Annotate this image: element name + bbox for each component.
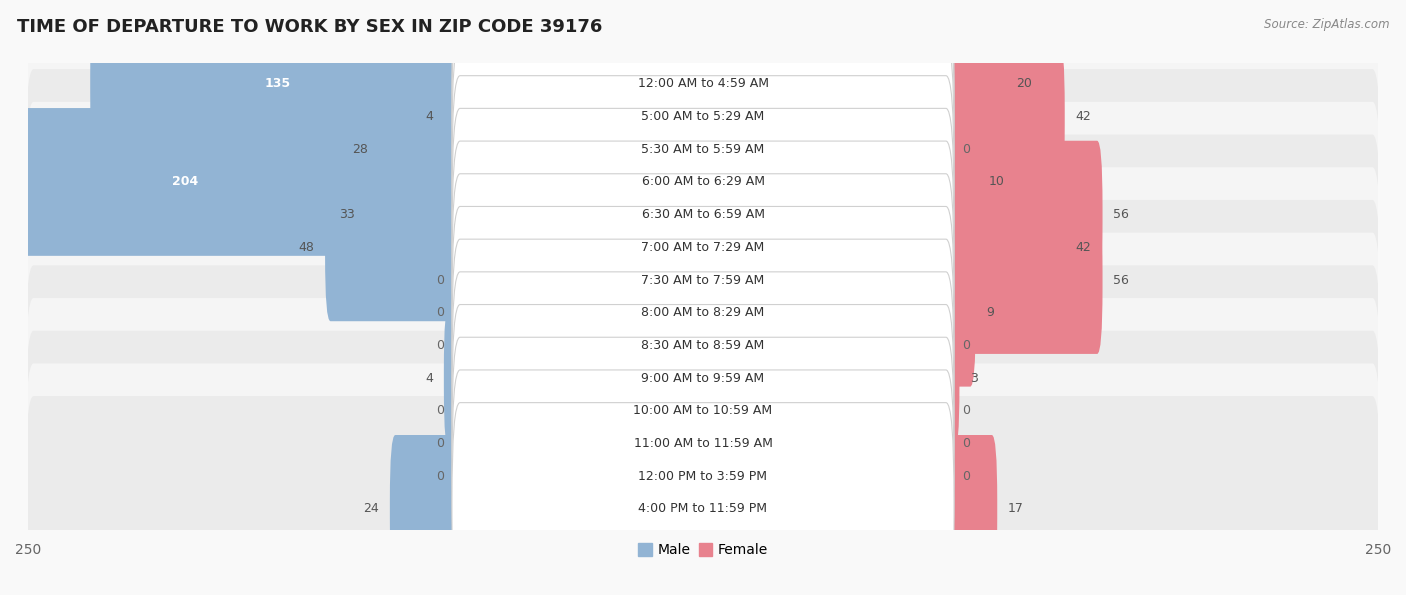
Legend: Male, Female: Male, Female	[633, 538, 773, 563]
Text: 42: 42	[1076, 110, 1091, 123]
FancyBboxPatch shape	[25, 298, 1381, 524]
Text: 0: 0	[436, 405, 444, 417]
Text: 48: 48	[298, 241, 315, 254]
Text: 17: 17	[1008, 502, 1024, 515]
FancyBboxPatch shape	[25, 36, 1381, 262]
Text: 0: 0	[436, 274, 444, 287]
FancyBboxPatch shape	[941, 206, 1102, 354]
Text: 204: 204	[172, 176, 198, 189]
FancyBboxPatch shape	[941, 10, 1005, 158]
Text: 20: 20	[1017, 77, 1032, 90]
Text: 6:30 AM to 6:59 AM: 6:30 AM to 6:59 AM	[641, 208, 765, 221]
FancyBboxPatch shape	[451, 337, 955, 550]
FancyBboxPatch shape	[451, 141, 955, 353]
Text: 56: 56	[1114, 208, 1129, 221]
Text: 135: 135	[264, 77, 291, 90]
FancyBboxPatch shape	[451, 108, 955, 321]
FancyBboxPatch shape	[380, 76, 465, 223]
FancyBboxPatch shape	[451, 206, 955, 419]
FancyBboxPatch shape	[389, 435, 465, 583]
Text: 0: 0	[436, 306, 444, 320]
FancyBboxPatch shape	[451, 43, 955, 255]
Text: 0: 0	[962, 405, 970, 417]
Text: 11:00 AM to 11:59 AM: 11:00 AM to 11:59 AM	[634, 437, 772, 450]
FancyBboxPatch shape	[444, 304, 465, 452]
Text: Source: ZipAtlas.com: Source: ZipAtlas.com	[1264, 18, 1389, 31]
FancyBboxPatch shape	[90, 10, 465, 158]
FancyBboxPatch shape	[451, 403, 955, 595]
Text: 0: 0	[962, 143, 970, 156]
FancyBboxPatch shape	[25, 0, 1381, 197]
FancyBboxPatch shape	[451, 370, 955, 583]
Text: 12:00 PM to 3:59 PM: 12:00 PM to 3:59 PM	[638, 469, 768, 483]
FancyBboxPatch shape	[25, 200, 1381, 425]
Text: 4:00 PM to 11:59 PM: 4:00 PM to 11:59 PM	[638, 502, 768, 515]
Text: 4: 4	[425, 110, 433, 123]
FancyBboxPatch shape	[444, 43, 465, 190]
Text: 10: 10	[990, 176, 1005, 189]
FancyBboxPatch shape	[941, 43, 1064, 190]
FancyBboxPatch shape	[25, 364, 1381, 589]
Text: 0: 0	[962, 469, 970, 483]
FancyBboxPatch shape	[25, 167, 1381, 393]
FancyBboxPatch shape	[25, 134, 1381, 360]
FancyBboxPatch shape	[325, 173, 465, 321]
FancyBboxPatch shape	[25, 69, 1381, 295]
FancyBboxPatch shape	[941, 173, 1064, 321]
Text: TIME OF DEPARTURE TO WORK BY SEX IN ZIP CODE 39176: TIME OF DEPARTURE TO WORK BY SEX IN ZIP …	[17, 18, 602, 36]
Text: 10:00 AM to 10:59 AM: 10:00 AM to 10:59 AM	[634, 405, 772, 417]
FancyBboxPatch shape	[25, 265, 1381, 491]
Text: 0: 0	[436, 437, 444, 450]
FancyBboxPatch shape	[451, 0, 955, 190]
Text: 5:00 AM to 5:29 AM: 5:00 AM to 5:29 AM	[641, 110, 765, 123]
Text: 3: 3	[970, 372, 979, 384]
FancyBboxPatch shape	[451, 174, 955, 386]
FancyBboxPatch shape	[941, 108, 979, 256]
FancyBboxPatch shape	[451, 305, 955, 517]
Text: 42: 42	[1076, 241, 1091, 254]
Text: 0: 0	[436, 469, 444, 483]
Text: 0: 0	[436, 339, 444, 352]
Text: 56: 56	[1114, 274, 1129, 287]
FancyBboxPatch shape	[941, 304, 959, 452]
FancyBboxPatch shape	[366, 141, 465, 289]
Text: 7:30 AM to 7:59 AM: 7:30 AM to 7:59 AM	[641, 274, 765, 287]
Text: 8:00 AM to 8:29 AM: 8:00 AM to 8:29 AM	[641, 306, 765, 320]
Text: 5:30 AM to 5:59 AM: 5:30 AM to 5:59 AM	[641, 143, 765, 156]
FancyBboxPatch shape	[451, 76, 955, 288]
Text: 8:30 AM to 8:59 AM: 8:30 AM to 8:59 AM	[641, 339, 765, 352]
Text: 0: 0	[962, 339, 970, 352]
Text: 6:00 AM to 6:29 AM: 6:00 AM to 6:29 AM	[641, 176, 765, 189]
Text: 24: 24	[363, 502, 380, 515]
FancyBboxPatch shape	[25, 396, 1381, 595]
FancyBboxPatch shape	[941, 239, 976, 387]
Text: 0: 0	[962, 437, 970, 450]
Text: 7:00 AM to 7:29 AM: 7:00 AM to 7:29 AM	[641, 241, 765, 254]
FancyBboxPatch shape	[941, 435, 997, 583]
Text: 12:00 AM to 4:59 AM: 12:00 AM to 4:59 AM	[637, 77, 769, 90]
FancyBboxPatch shape	[451, 10, 955, 223]
Text: 4: 4	[425, 372, 433, 384]
Text: 9: 9	[987, 306, 994, 320]
FancyBboxPatch shape	[25, 4, 1381, 229]
FancyBboxPatch shape	[25, 233, 1381, 458]
Text: 9:00 AM to 9:59 AM: 9:00 AM to 9:59 AM	[641, 372, 765, 384]
FancyBboxPatch shape	[941, 141, 1102, 289]
FancyBboxPatch shape	[0, 108, 465, 256]
FancyBboxPatch shape	[451, 272, 955, 484]
FancyBboxPatch shape	[25, 331, 1381, 556]
FancyBboxPatch shape	[451, 239, 955, 452]
Text: 33: 33	[339, 208, 354, 221]
Text: 28: 28	[353, 143, 368, 156]
FancyBboxPatch shape	[25, 102, 1381, 327]
